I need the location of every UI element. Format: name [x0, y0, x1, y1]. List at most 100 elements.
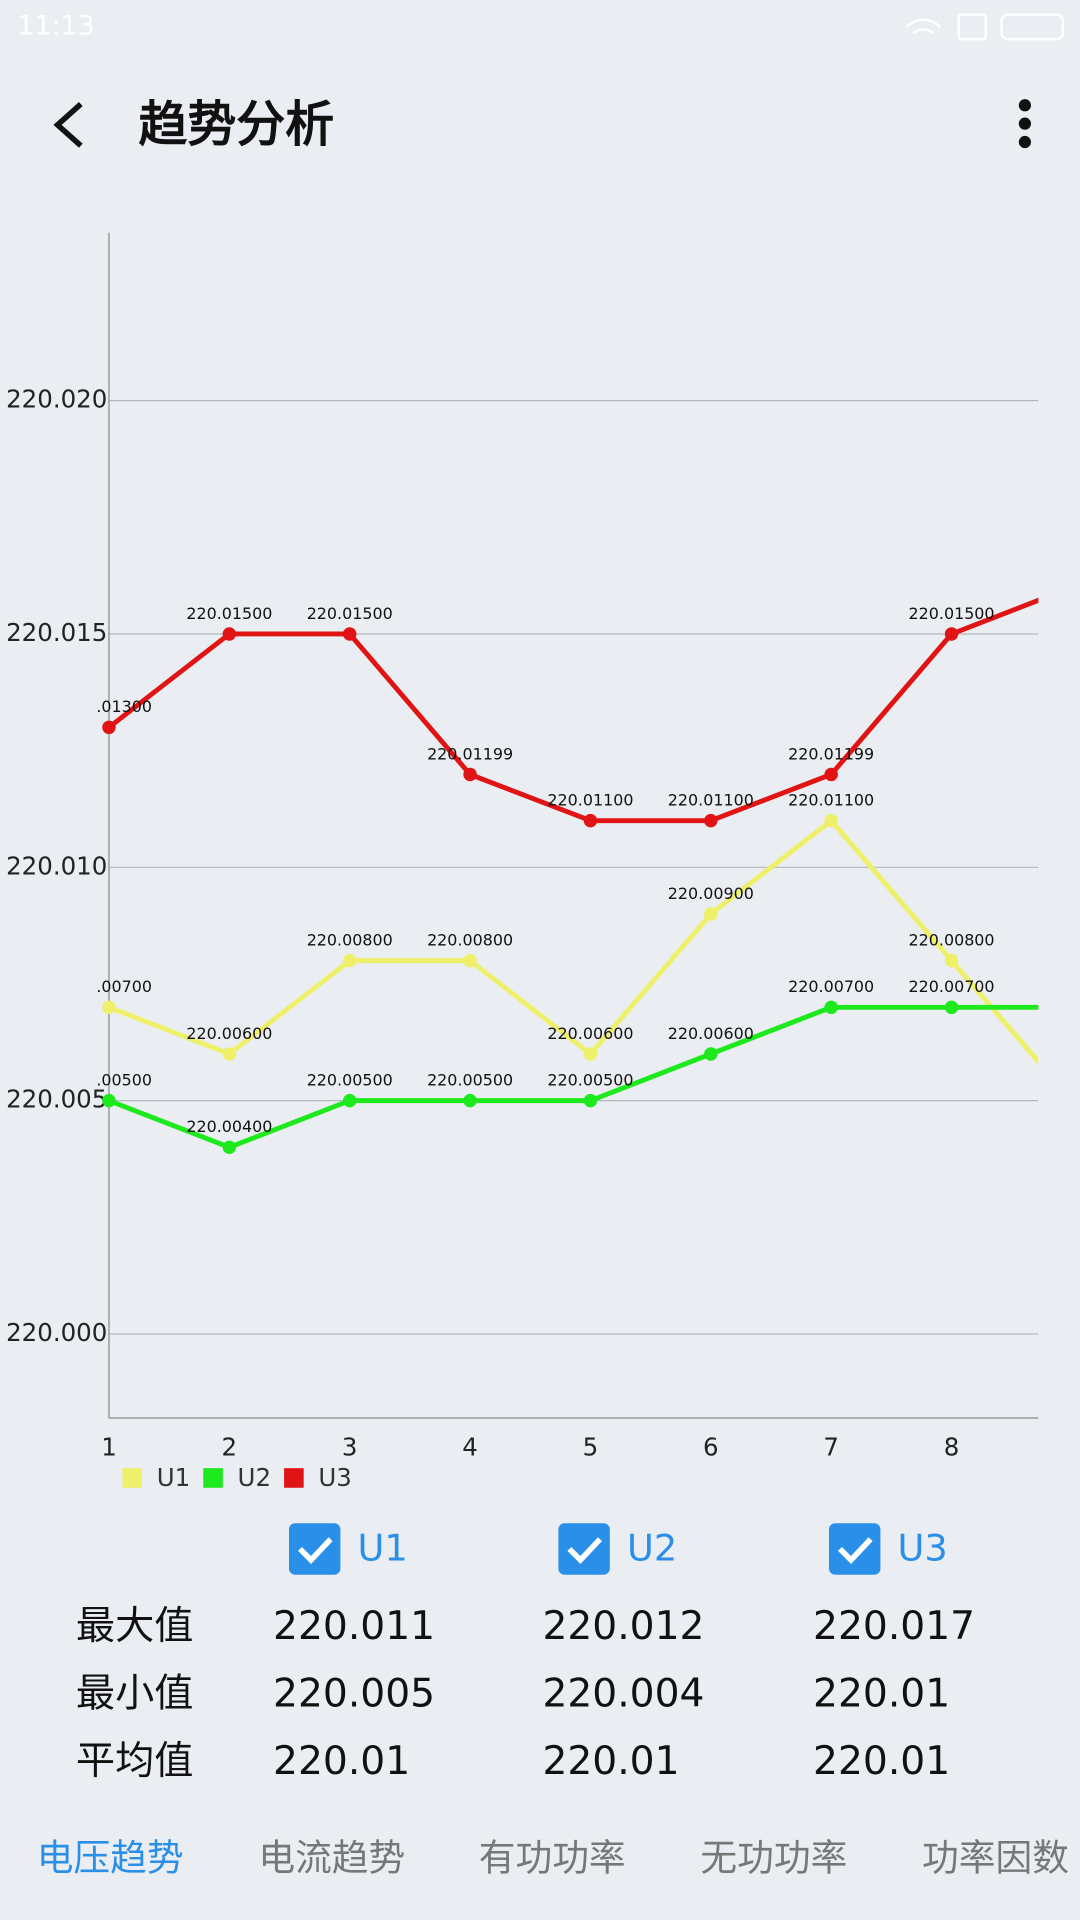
data-point [944, 1000, 959, 1015]
y-tick-label: 220.020 [6, 385, 107, 414]
data-label: 220.01100 [547, 791, 633, 810]
stat-value: 220.01 [542, 1739, 679, 1784]
checkbox-check [567, 1537, 603, 1564]
data-label: 220.01100 [788, 791, 874, 810]
data-point [342, 1093, 357, 1108]
legend-label: U3 [318, 1463, 351, 1492]
x-tick-label: 3 [342, 1433, 358, 1462]
checkbox[interactable]: U1 [288, 1523, 408, 1575]
stat-label: 最大值 [76, 1604, 194, 1649]
back-button[interactable] [53, 102, 83, 148]
data-label: 220.01500 [307, 604, 393, 623]
menu-button[interactable] [1018, 99, 1032, 149]
checkbox[interactable]: U3 [828, 1523, 948, 1575]
y-tick-label: 220.010 [6, 851, 107, 880]
data-point [102, 1000, 116, 1015]
stat-value: 220.012 [542, 1604, 704, 1649]
data-point [342, 953, 357, 968]
y-tick-label: 220.005 [6, 1085, 107, 1114]
stat-label: 最小值 [76, 1671, 194, 1716]
stat-value: 220.01 [813, 1671, 950, 1716]
data-point [102, 720, 116, 735]
chart: 220.000 220.005 220.010 220.015 220.020 1 2 3 4 5… [6, 232, 1039, 1492]
data-point [583, 813, 598, 828]
x-tick-label: 1 [101, 1433, 117, 1462]
tab[interactable]: 无功功率 [700, 1837, 847, 1880]
data-point [222, 627, 237, 641]
data-label: 220.00800 [307, 931, 393, 950]
controls: U1 U2 U3 最大值 220.011 220.012 220.017 最小值 220.005… [37, 1523, 1069, 1880]
x-tick-label: 8 [944, 1433, 960, 1462]
page-title: 趋势分析 [138, 96, 334, 153]
checkbox-label: U2 [627, 1527, 677, 1570]
legend-label: U1 [157, 1463, 190, 1492]
y-tick-label: 220.015 [6, 618, 107, 647]
x-tick-label: 4 [462, 1433, 478, 1462]
data-label: 220.00900 [668, 884, 754, 903]
data-label: 220.01199 [788, 744, 874, 763]
x-tick-label: 6 [703, 1433, 719, 1462]
stat-value: 220.011 [273, 1604, 435, 1649]
data-label: 220.00800 [909, 931, 995, 950]
legend-swatch [122, 1468, 143, 1488]
y-tick-label: 220.000 [6, 1318, 107, 1347]
data-label: 220.00400 [186, 1117, 272, 1136]
data-point [704, 813, 718, 828]
data-label: 220.01300 [66, 697, 152, 716]
data-label: 220.00500 [427, 1071, 513, 1090]
data-point [944, 627, 959, 641]
data-label: 220.00600 [668, 1024, 754, 1043]
data-point [824, 767, 838, 782]
data-label: 220.00500 [547, 1071, 633, 1090]
data-point [463, 953, 477, 968]
checkbox-label: U1 [358, 1527, 408, 1570]
data-label: 220.00700 [909, 977, 995, 996]
legend-swatch [284, 1468, 304, 1488]
x-tick-label: 2 [222, 1433, 238, 1462]
stat-value: 220.004 [542, 1671, 704, 1716]
checkbox[interactable]: U2 [558, 1523, 678, 1575]
checkbox-check [298, 1537, 333, 1564]
plot-area: 220.00700 220.00600 220.00800 220.00800 220.… [66, 597, 1039, 1155]
data-point [222, 1047, 237, 1061]
data-point [824, 1000, 838, 1015]
data-point [583, 1093, 598, 1108]
x-tick-label: 7 [823, 1433, 839, 1462]
data-point [102, 1093, 116, 1108]
data-label: 220.00500 [66, 1071, 152, 1090]
checkbox-box [288, 1523, 341, 1575]
checkbox-box [558, 1523, 610, 1575]
x-tick-label: 5 [583, 1433, 599, 1462]
data-point [704, 907, 718, 921]
data-point [583, 1047, 598, 1061]
stat-value: 220.005 [273, 1671, 435, 1716]
data-point [222, 1140, 237, 1155]
status-icons [905, 13, 1065, 41]
legend-swatch [203, 1468, 223, 1488]
data-point [463, 1093, 477, 1108]
data-point [824, 813, 838, 828]
tab[interactable]: 功率因数 [922, 1837, 1069, 1880]
data-point [944, 953, 959, 968]
data-label: 220.00600 [186, 1024, 272, 1043]
data-label: 220.00500 [307, 1071, 393, 1090]
tab[interactable]: 电流趋势 [258, 1837, 405, 1880]
data-point [463, 767, 477, 782]
tab[interactable]: 电压趋势 [37, 1837, 184, 1880]
legend-label: U2 [238, 1463, 271, 1492]
data-label: 220.01199 [427, 744, 513, 763]
checkbox-check [838, 1537, 873, 1564]
checkbox-box [828, 1523, 881, 1575]
tab[interactable]: 有功功率 [479, 1837, 626, 1880]
stat-value: 220.01 [273, 1739, 410, 1784]
data-point [342, 627, 357, 641]
stat-label: 平均值 [76, 1739, 194, 1784]
stat-value: 220.01 [813, 1739, 950, 1784]
data-label: 220.01500 [909, 604, 995, 623]
data-label: 220.00600 [547, 1024, 633, 1043]
data-label: 220.01100 [668, 791, 754, 810]
data-label: 220.01500 [186, 604, 272, 623]
